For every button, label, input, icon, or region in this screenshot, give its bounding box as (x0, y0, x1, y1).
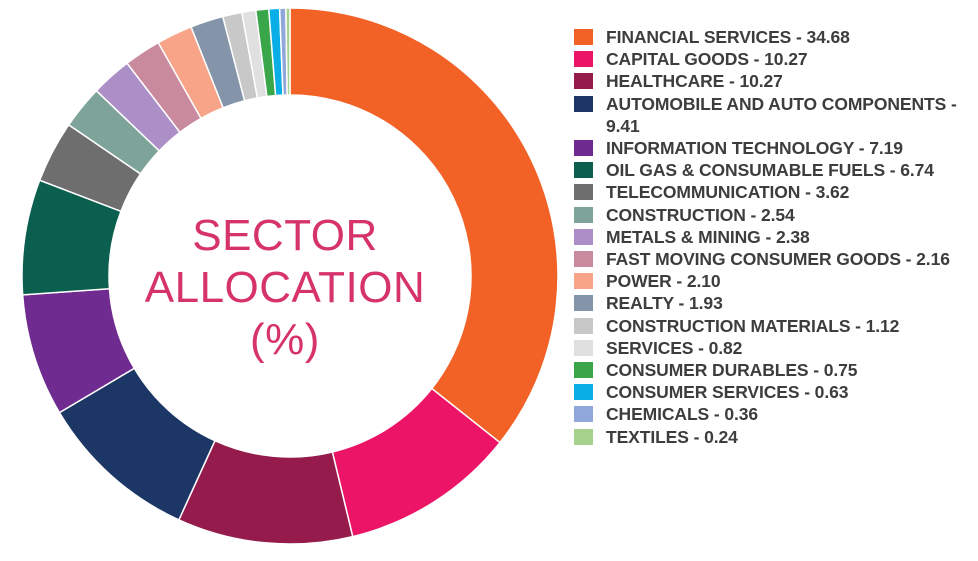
legend-label: FINANCIAL SERVICES - 34.68 (606, 27, 850, 47)
legend-label: TEXTILES - 0.24 (606, 426, 738, 447)
legend-swatch (574, 339, 593, 356)
legend-item: POWER - 2.10 (574, 270, 974, 292)
donut-chart (21, 7, 559, 545)
legend-item: AUTOMOBILE AND AUTO COMPONENTS - 9.41 (574, 93, 974, 137)
legend-label: CHEMICALS - 0.36 (606, 404, 759, 425)
legend-label: FAST MOVING CONSUMER GOODS - 2.16 (606, 249, 950, 270)
legend-label: CONSUMER SERVICES - 0.63 (606, 382, 849, 403)
legend-label: CONSTRUCTION MATERIALS - 1.12 (606, 315, 900, 336)
legend-swatch (574, 317, 593, 334)
legend-item: HEALTHCARE - 10.27 (574, 70, 974, 92)
legend-item: CONSUMER SERVICES - 0.63 (574, 381, 974, 403)
legend-item: CONSUMER DURABLES - 0.75 (574, 359, 974, 381)
legend-item: SERVICES - 0.82 (574, 337, 974, 359)
legend-swatch (574, 206, 593, 223)
chart-center-title: SECTOR ALLOCATION (%) (100, 210, 470, 366)
legend-swatch (574, 228, 593, 245)
legend-item: OIL GAS & CONSUMABLE FUELS - 6.74 (574, 159, 974, 181)
legend-swatch (574, 162, 593, 179)
legend-item: INFORMATION TECHNOLOGY - 7.19 (574, 137, 974, 159)
legend-swatch (574, 295, 593, 312)
legend-label: METALS & MINING - 2.38 (606, 226, 810, 247)
legend-item: CHEMICALS - 0.36 (574, 403, 974, 425)
legend-label: CONSUMER DURABLES - 0.75 (606, 360, 858, 381)
legend-swatch (574, 140, 593, 157)
legend-label: HEALTHCARE - 10.27 (606, 71, 783, 92)
legend-swatch (574, 51, 593, 68)
legend-swatch (574, 73, 593, 90)
legend-swatch (574, 428, 593, 445)
chart-legend: FINANCIAL SERVICES - 34.68 CAPITAL GOODS … (574, 26, 974, 448)
legend-item: CONSTRUCTION MATERIALS - 1.12 (574, 315, 974, 337)
donut-slice-17 (285, 7, 291, 96)
legend-item: CAPITAL GOODS - 10.27 (574, 48, 974, 70)
legend-label: INFORMATION TECHNOLOGY - 7.19 (606, 138, 903, 159)
center-title-line-2: ALLOCATION (144, 263, 426, 312)
legend-item: FAST MOVING CONSUMER GOODS - 2.16 (574, 248, 974, 270)
legend-swatch (574, 406, 593, 423)
legend-swatch (574, 384, 593, 401)
legend-swatch (574, 184, 593, 201)
center-title-line-1: SECTOR (192, 211, 378, 260)
legend-item: FINANCIAL SERVICES - 34.68 (574, 26, 974, 48)
legend-label: AUTOMOBILE AND AUTO COMPONENTS - 9.41 (606, 93, 957, 136)
legend-item: CONSTRUCTION - 2.54 (574, 204, 974, 226)
legend-item: TEXTILES - 0.24 (574, 426, 974, 448)
legend-item: TELECOMMUNICATION - 3.62 (574, 181, 974, 203)
legend-label: POWER - 2.10 (606, 271, 721, 292)
legend-label: TELECOMMUNICATION - 3.62 (606, 182, 850, 203)
center-title-line-3: (%) (250, 315, 320, 364)
legend-label: REALTY - 1.93 (606, 293, 723, 314)
donut-slices (21, 7, 559, 545)
legend-swatch (574, 95, 593, 112)
legend-item: METALS & MINING - 2.38 (574, 226, 974, 248)
legend-swatch (574, 273, 593, 290)
legend-label: CONSTRUCTION - 2.54 (606, 204, 795, 225)
legend-label: CAPITAL GOODS - 10.27 (606, 49, 808, 70)
legend-swatch (574, 362, 593, 379)
legend-swatch (574, 29, 593, 45)
legend-swatch (574, 251, 593, 268)
legend-label: OIL GAS & CONSUMABLE FUELS - 6.74 (606, 160, 934, 181)
legend-label: SERVICES - 0.82 (606, 337, 743, 358)
legend-item: REALTY - 1.93 (574, 292, 974, 314)
donut-slice-0 (289, 7, 559, 444)
